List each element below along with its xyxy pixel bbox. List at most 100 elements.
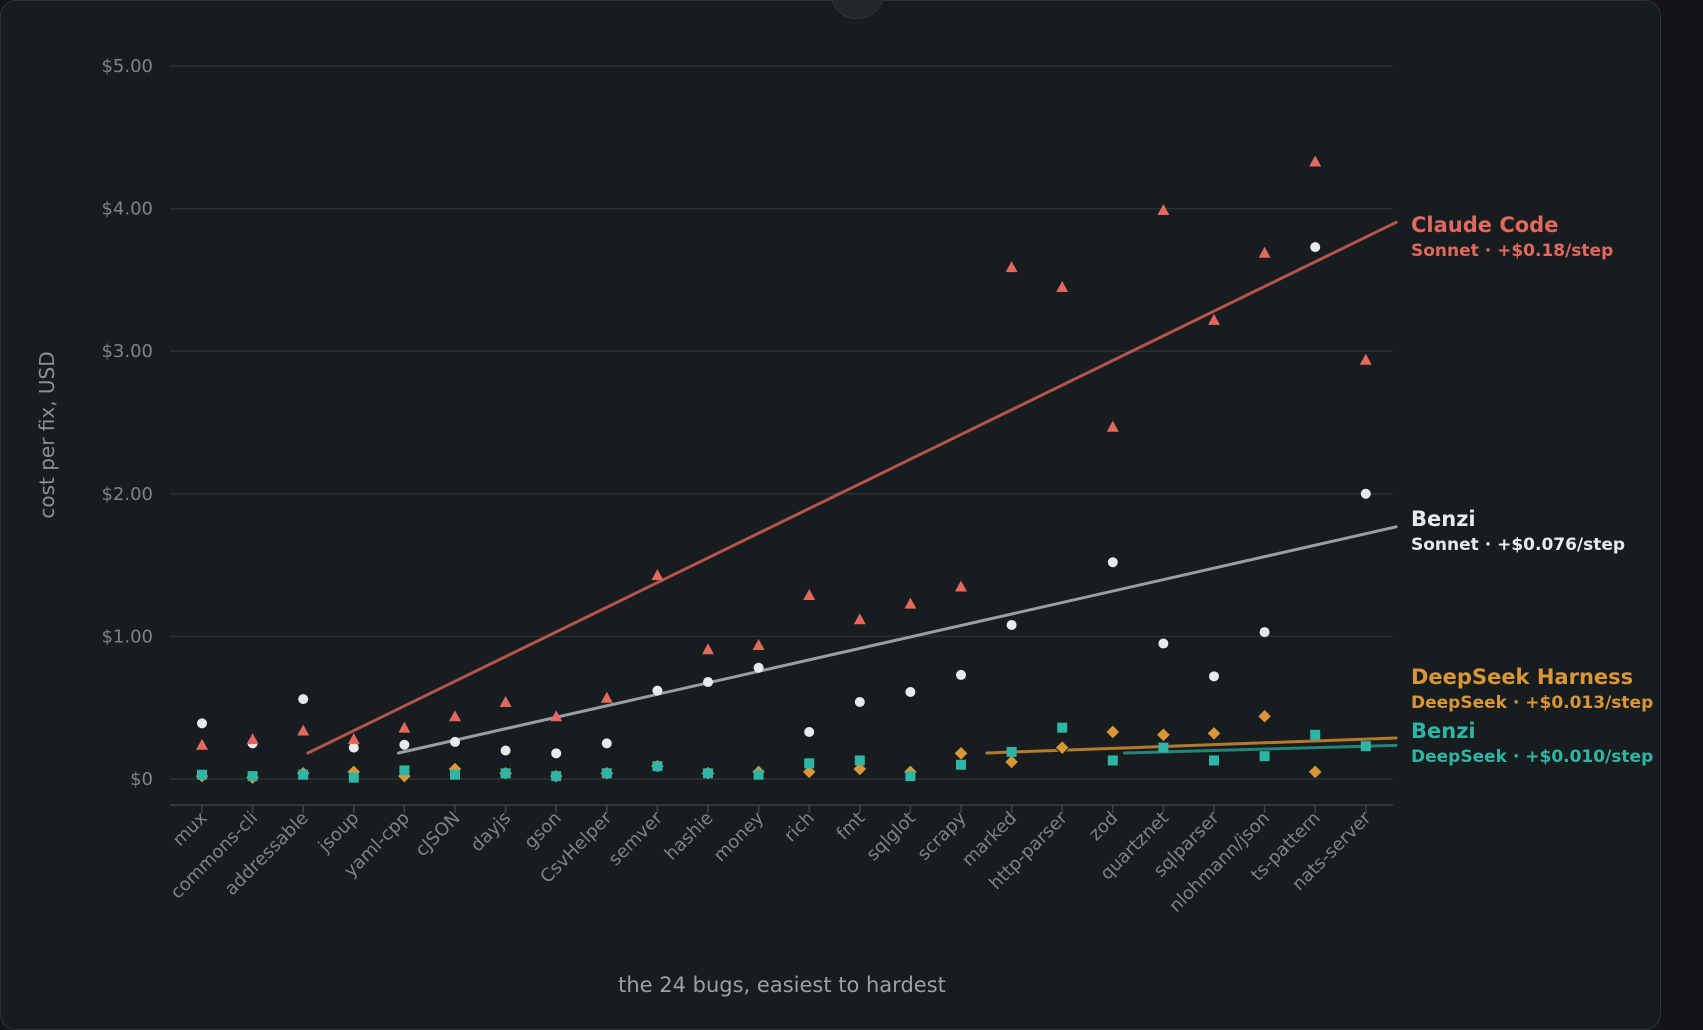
series-label-2: DeepSeek Harness (1411, 665, 1633, 689)
point-square-rich (804, 758, 815, 769)
point-triangle-mux (196, 738, 208, 750)
point-square-ts-pattern (1310, 729, 1321, 740)
point-square-sqlglot (905, 771, 916, 782)
point-diamond-zod (1105, 724, 1121, 740)
point-triangle-hashie (702, 643, 714, 655)
series-sublabel-0: Sonnet · +$0.18/step (1411, 241, 1613, 261)
point-triangle-gson (550, 710, 563, 722)
x-tick-label-cjson: cJSON (411, 808, 464, 861)
point-triangle-quartznet (1157, 204, 1170, 216)
point-square-fmt (854, 755, 865, 766)
x-axis-label: the 24 bugs, easiest to hardest (618, 973, 946, 997)
point-triangle-sqlglot (904, 597, 917, 609)
point-square-money (753, 769, 764, 780)
point-triangle-zod (1106, 420, 1119, 432)
trend-line-series-2 (985, 736, 1398, 755)
point-triangle-sqlparser (1208, 313, 1220, 325)
point-triangle-yaml-cpp (398, 721, 411, 733)
point-triangle-nlohmann-json (1258, 246, 1271, 258)
point-square-marked (1006, 746, 1017, 757)
point-diamond-rich (801, 764, 817, 780)
point-square-zod (1107, 755, 1118, 766)
point-circle-nats-server (1360, 488, 1371, 499)
x-tick-label-gson: gson (520, 808, 565, 853)
y-tick-label: $5.00 (101, 56, 153, 77)
x-tick-label-rich: rich (780, 808, 819, 847)
point-circle-cjson (450, 736, 460, 747)
point-circle-mux (197, 718, 207, 729)
y-tick-label: $3.00 (101, 341, 153, 362)
trend-line-series-3 (1123, 743, 1398, 755)
x-tick-label-fmt: fmt (833, 808, 870, 845)
point-circle-gson (551, 748, 562, 759)
point-triangle-dayjs (499, 695, 512, 707)
point-square-semver (652, 761, 663, 772)
point-diamond-quartznet (1155, 727, 1172, 743)
point-square-quartznet (1158, 742, 1169, 753)
point-circle-sqlparser (1209, 671, 1219, 682)
point-triangle-scrapy (955, 580, 967, 592)
point-triangle-csvhelper (600, 691, 613, 703)
series-labels: Claude Code Sonnet · +$0.18/step Benzi Sonn… (1411, 213, 1653, 767)
point-square-addressable (298, 769, 309, 780)
point-diamond-marked (1003, 754, 1020, 770)
point-square-jsoup (348, 772, 359, 783)
point-square-scrapy (956, 759, 966, 770)
point-circle-hashie (703, 677, 713, 688)
point-circle-semver (652, 685, 663, 696)
series-sublabel-2: DeepSeek · +$0.013/step (1411, 693, 1653, 713)
series-label-1: Benzi (1411, 507, 1476, 531)
point-triangle-cjson (449, 710, 461, 722)
point-triangle-nats-server (1359, 353, 1372, 365)
point-triangle-jsoup (347, 733, 360, 745)
point-triangle-commons-cli (246, 733, 259, 745)
point-circle-nlohmann-json (1259, 627, 1270, 638)
grid (170, 65, 1393, 780)
point-square-dayjs (500, 768, 511, 779)
y-axis-label: cost per fix, USD (35, 351, 59, 518)
trend-lines (306, 220, 1398, 755)
point-diamond-fmt (852, 761, 868, 777)
point-square-yaml-cpp (399, 765, 410, 776)
series-label-0: Claude Code (1411, 213, 1558, 237)
point-circle-jsoup (348, 742, 359, 753)
x-tick-label-hashie: hashie (661, 808, 718, 865)
series-sublabel-1: Sonnet · +$0.076/step (1411, 535, 1625, 555)
point-circle-money (753, 662, 764, 673)
x-tick-label-semver: semver (605, 807, 668, 870)
point-circle-fmt (854, 696, 865, 707)
point-diamond-nlohmann-json (1256, 708, 1273, 724)
point-circle-quartznet (1158, 638, 1169, 649)
point-circle-scrapy (956, 669, 966, 680)
point-triangle-http-parser (1056, 281, 1069, 293)
point-square-commons-cli (247, 771, 258, 782)
point-circle-rich (804, 726, 815, 737)
point-square-cjson (450, 769, 460, 780)
point-triangle-fmt (853, 613, 866, 625)
point-circle-sqlglot (905, 687, 916, 698)
x-tick-label-mux: mux (169, 807, 212, 850)
point-circle-marked (1006, 619, 1017, 630)
x-tick-label-dayjs: dayjs (467, 808, 515, 856)
point-square-hashie (703, 768, 713, 779)
trend-line-series-1 (396, 525, 1398, 755)
point-triangle-ts-pattern (1309, 155, 1322, 167)
point-circle-csvhelper (601, 738, 612, 749)
point-circle-zod (1107, 557, 1118, 568)
point-diamond-http-parser (1054, 739, 1070, 756)
point-diamond-ts-pattern (1307, 764, 1323, 780)
point-square-nlohmann-json (1259, 751, 1270, 762)
y-tick-label: $0 (130, 769, 153, 790)
point-square-mux (197, 769, 207, 780)
point-circle-dayjs (500, 745, 511, 756)
point-diamond-scrapy (953, 745, 969, 762)
point-circle-yaml-cpp (399, 739, 410, 750)
point-triangle-semver (651, 569, 664, 581)
point-square-nats-server (1360, 741, 1371, 752)
point-triangle-money (752, 638, 765, 650)
y-tick-label: $1.00 (101, 626, 153, 647)
point-triangle-addressable (297, 724, 310, 736)
point-triangle-rich (803, 589, 816, 601)
